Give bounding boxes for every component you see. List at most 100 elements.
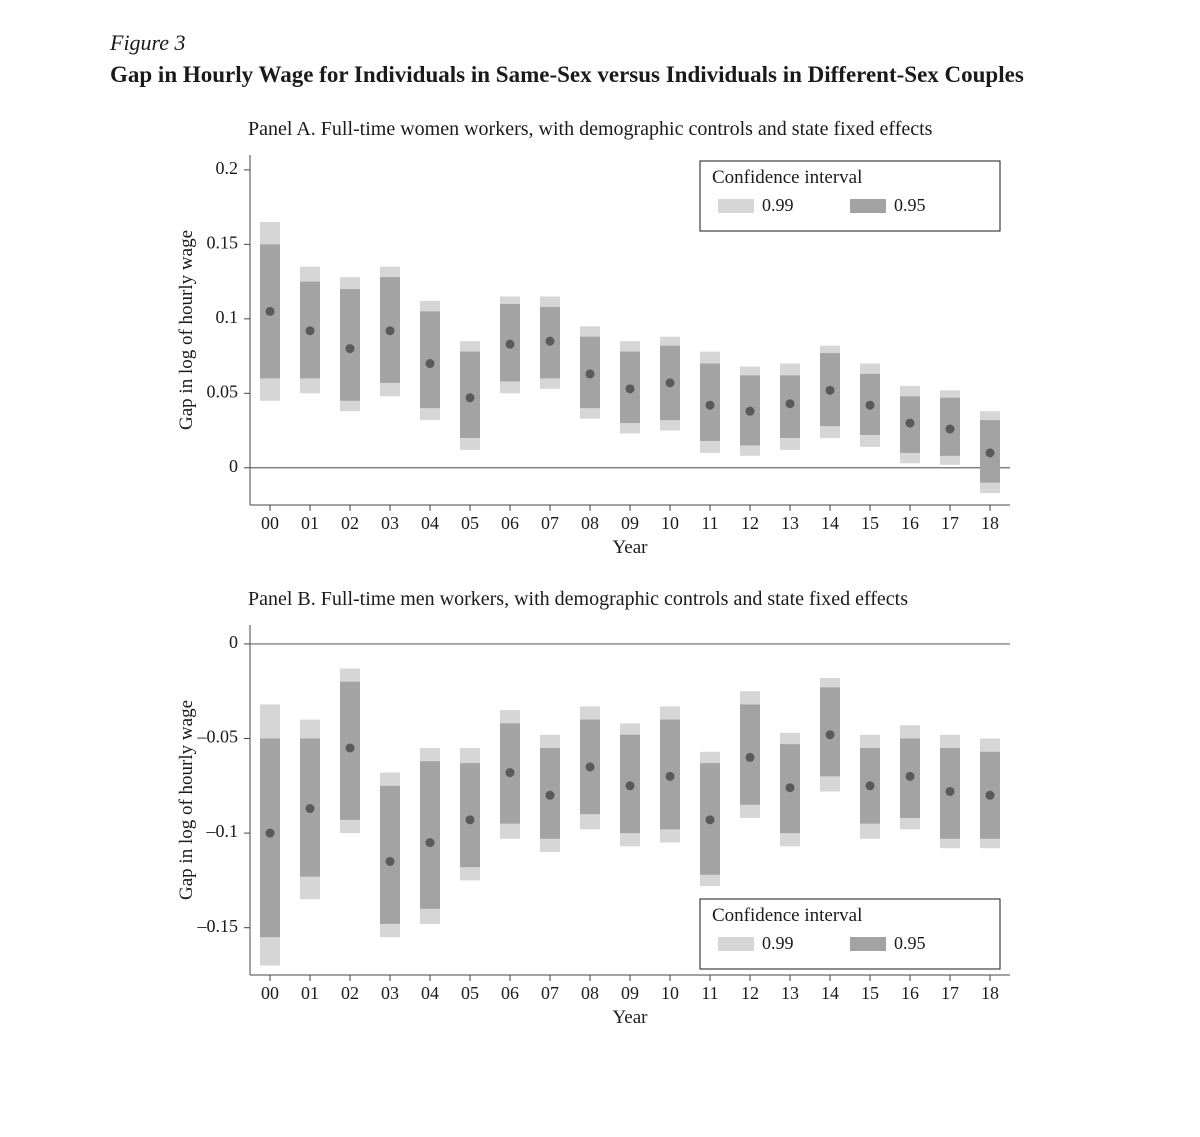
point-estimate bbox=[346, 344, 355, 353]
x-tick-label: 17 bbox=[941, 513, 959, 533]
y-tick-label: 0.2 bbox=[216, 158, 239, 178]
point-estimate bbox=[346, 743, 355, 752]
point-estimate bbox=[746, 407, 755, 416]
x-tick-label: 15 bbox=[861, 513, 879, 533]
legend: Confidence interval0.990.95 bbox=[700, 899, 1000, 969]
x-tick-label: 03 bbox=[381, 513, 399, 533]
legend: Confidence interval 0.99 0.95 bbox=[700, 161, 1000, 231]
y-tick-label: –0.1 bbox=[206, 821, 239, 841]
point-estimate bbox=[666, 772, 675, 781]
x-tick-label: 11 bbox=[701, 983, 718, 1003]
figure-label: Figure 3 bbox=[110, 30, 1090, 56]
point-estimate bbox=[386, 326, 395, 335]
ci95-bar bbox=[460, 763, 480, 867]
point-estimate bbox=[426, 359, 435, 368]
point-estimate bbox=[466, 393, 475, 402]
point-estimate bbox=[826, 386, 835, 395]
panel-b-title: Panel B. Full-time men workers, with dem… bbox=[248, 588, 1090, 611]
y-tick-label: –0.05 bbox=[197, 727, 239, 747]
point-estimate bbox=[746, 753, 755, 762]
x-tick-label: 12 bbox=[741, 513, 759, 533]
x-tick-label: 02 bbox=[341, 513, 359, 533]
x-tick-label: 09 bbox=[621, 513, 639, 533]
point-estimate bbox=[506, 340, 515, 349]
x-tick-label: 09 bbox=[621, 983, 639, 1003]
point-estimate bbox=[986, 791, 995, 800]
x-tick-label: 13 bbox=[781, 513, 799, 533]
point-estimate bbox=[826, 730, 835, 739]
x-tick-label: 16 bbox=[901, 983, 919, 1003]
x-axis-label: Year bbox=[612, 537, 648, 558]
svg-text:0.95: 0.95 bbox=[894, 933, 926, 953]
point-estimate bbox=[986, 448, 995, 457]
x-tick-label: 07 bbox=[541, 513, 559, 533]
y-tick-label: 0.05 bbox=[207, 381, 239, 401]
point-estimate bbox=[586, 762, 595, 771]
point-estimate bbox=[626, 781, 635, 790]
point-estimate bbox=[466, 815, 475, 824]
svg-text:0.99: 0.99 bbox=[762, 933, 794, 953]
panel-b-chart: –0.15–0.1–0.0500001020304050607080910111… bbox=[170, 615, 1030, 1035]
svg-text:0.99: 0.99 bbox=[762, 195, 794, 215]
point-estimate bbox=[426, 838, 435, 847]
point-estimate bbox=[946, 787, 955, 796]
point-estimate bbox=[666, 378, 675, 387]
x-tick-label: 00 bbox=[261, 983, 279, 1003]
y-tick-label: –0.15 bbox=[197, 916, 239, 936]
point-estimate bbox=[306, 804, 315, 813]
ci95-bar bbox=[260, 738, 280, 937]
y-tick-label: 0 bbox=[229, 456, 238, 476]
panel-b: Panel B. Full-time men workers, with dem… bbox=[170, 588, 1090, 1040]
svg-text:Confidence interval: Confidence interval bbox=[712, 167, 862, 188]
point-estimate bbox=[906, 418, 915, 427]
y-tick-label: 0.15 bbox=[207, 232, 239, 252]
x-tick-label: 16 bbox=[901, 513, 919, 533]
point-estimate bbox=[786, 783, 795, 792]
ci95-bar bbox=[420, 761, 440, 909]
x-tick-label: 15 bbox=[861, 983, 879, 1003]
x-tick-label: 05 bbox=[461, 513, 479, 533]
figure-title: Gap in Hourly Wage for Individuals in Sa… bbox=[110, 60, 1090, 90]
point-estimate bbox=[506, 768, 515, 777]
y-tick-label: 0 bbox=[229, 632, 238, 652]
x-tick-label: 18 bbox=[981, 513, 999, 533]
x-tick-label: 10 bbox=[661, 513, 679, 533]
point-estimate bbox=[266, 828, 275, 837]
x-tick-label: 14 bbox=[821, 983, 839, 1003]
panel-a-title: Panel A. Full-time women workers, with d… bbox=[248, 118, 1090, 141]
x-tick-label: 01 bbox=[301, 983, 319, 1003]
point-estimate bbox=[866, 401, 875, 410]
x-tick-label: 08 bbox=[581, 983, 599, 1003]
x-tick-label: 04 bbox=[421, 983, 439, 1003]
x-tick-label: 05 bbox=[461, 983, 479, 1003]
ci95-bar bbox=[380, 786, 400, 924]
point-estimate bbox=[706, 401, 715, 410]
x-tick-label: 11 bbox=[701, 513, 718, 533]
point-estimate bbox=[546, 337, 555, 346]
point-estimate bbox=[866, 781, 875, 790]
y-tick-label: 0.1 bbox=[216, 307, 239, 327]
x-tick-label: 10 bbox=[661, 983, 679, 1003]
point-estimate bbox=[386, 857, 395, 866]
point-estimate bbox=[266, 307, 275, 316]
x-axis-label: Year bbox=[612, 1007, 648, 1028]
x-tick-label: 00 bbox=[261, 513, 279, 533]
point-estimate bbox=[786, 399, 795, 408]
x-tick-label: 04 bbox=[421, 513, 439, 533]
x-tick-label: 17 bbox=[941, 983, 959, 1003]
point-estimate bbox=[306, 326, 315, 335]
x-tick-label: 12 bbox=[741, 983, 759, 1003]
x-tick-label: 18 bbox=[981, 983, 999, 1003]
point-estimate bbox=[906, 772, 915, 781]
point-estimate bbox=[626, 384, 635, 393]
point-estimate bbox=[946, 424, 955, 433]
x-tick-label: 07 bbox=[541, 983, 559, 1003]
x-tick-label: 06 bbox=[501, 513, 519, 533]
x-tick-label: 08 bbox=[581, 513, 599, 533]
y-axis-label: Gap in log of hourly wage bbox=[176, 700, 197, 900]
x-tick-label: 01 bbox=[301, 513, 319, 533]
panel-a: Panel A. Full-time women workers, with d… bbox=[170, 118, 1090, 570]
svg-text:0.95: 0.95 bbox=[894, 195, 926, 215]
x-tick-label: 06 bbox=[501, 983, 519, 1003]
panel-a-chart: 0 0.05 0.1 0.15 0.2 00 01 02 03 04 05 06 07 08 09 10 11 1… bbox=[170, 145, 1030, 565]
